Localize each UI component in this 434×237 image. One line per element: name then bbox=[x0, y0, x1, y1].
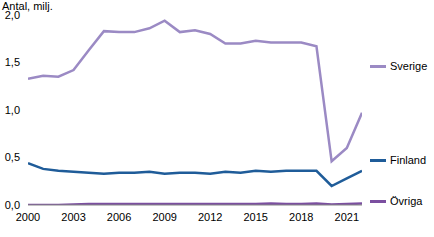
html-text:Övriga: Övriga bbox=[390, 195, 423, 207]
svg-text:2021: 2021 bbox=[335, 211, 359, 223]
svg-text:2006: 2006 bbox=[107, 211, 131, 223]
svg-text:2003: 2003 bbox=[61, 211, 85, 223]
svg-text:0,0: 0,0 bbox=[8, 199, 20, 211]
svg-text:1,0: 1,0 bbox=[8, 104, 20, 116]
svg-text:2009: 2009 bbox=[152, 211, 176, 223]
svg-text:2,0: 2,0 bbox=[8, 9, 20, 21]
html-text:Antal, milj.: Antal, milj. bbox=[2, 0, 53, 12]
html-text:Sverige: Sverige bbox=[390, 60, 428, 72]
html-text:Finland: Finland bbox=[390, 154, 427, 166]
svg-text:2000: 2000 bbox=[16, 211, 40, 223]
svg-text:1,5: 1,5 bbox=[8, 56, 20, 68]
svg-text:2018: 2018 bbox=[289, 211, 313, 223]
svg-text:0,5: 0,5 bbox=[8, 151, 20, 163]
svg-text:2012: 2012 bbox=[198, 211, 222, 223]
svg-text:2015: 2015 bbox=[243, 211, 267, 223]
